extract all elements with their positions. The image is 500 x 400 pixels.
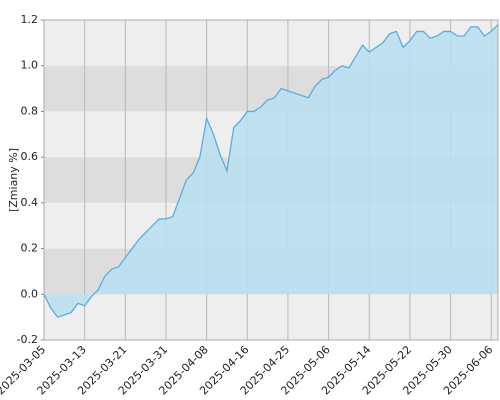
y-tick-label: 0.4 bbox=[21, 196, 39, 209]
y-tick-label: 1.0 bbox=[21, 59, 39, 72]
y-tick-label: 0.8 bbox=[21, 104, 39, 117]
y-tick-label: 0.2 bbox=[21, 242, 39, 255]
plot-border bbox=[43, 19, 499, 341]
y-tick-label: 1.2 bbox=[21, 13, 39, 26]
y-tick-label: 0.6 bbox=[21, 150, 39, 163]
y-axis-label: [Zmiany %] bbox=[7, 148, 20, 212]
y-tick-label: 0.0 bbox=[21, 287, 39, 300]
line bbox=[43, 24, 499, 318]
y-tick-label: -0.2 bbox=[17, 333, 38, 346]
area bbox=[44, 24, 498, 318]
grid-band bbox=[44, 294, 498, 340]
